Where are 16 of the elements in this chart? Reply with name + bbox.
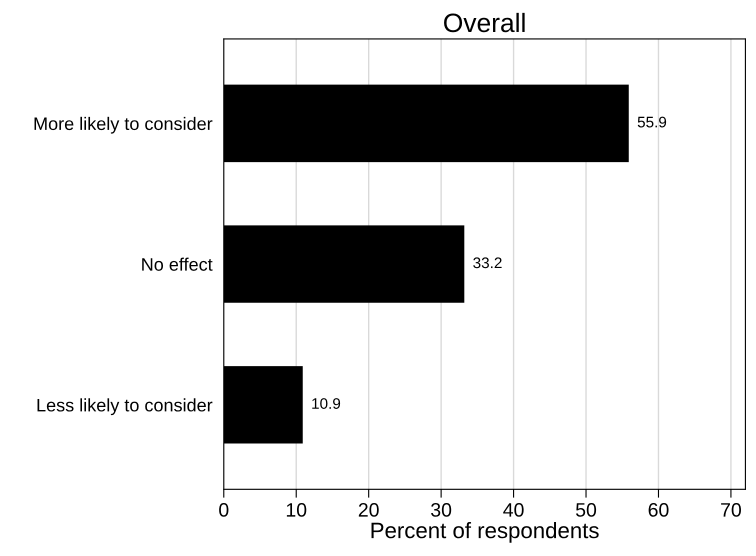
x-tick-label: 10 bbox=[286, 502, 306, 517]
y-tick-label: Less likely to consider bbox=[38, 398, 212, 416]
x-tick-label: 60 bbox=[648, 502, 669, 517]
x-tick-label: 50 bbox=[576, 502, 596, 517]
y-tick-label: More likely to consider bbox=[34, 116, 212, 134]
x-tick-label: 30 bbox=[431, 502, 452, 517]
x-axis-title: Percent of respondents bbox=[372, 522, 599, 543]
x-tick-label: 20 bbox=[358, 502, 379, 517]
data-label: 10.9 bbox=[312, 398, 340, 409]
x-tick-label: 40 bbox=[503, 502, 524, 517]
x-tick-label: 70 bbox=[721, 502, 741, 517]
y-tick-label: No effect bbox=[142, 258, 213, 271]
data-label: 33.2 bbox=[473, 257, 502, 268]
x-tick-label: 0 bbox=[219, 502, 228, 517]
data-label: 55.9 bbox=[638, 116, 666, 128]
chart-title: Overall bbox=[444, 12, 525, 32]
